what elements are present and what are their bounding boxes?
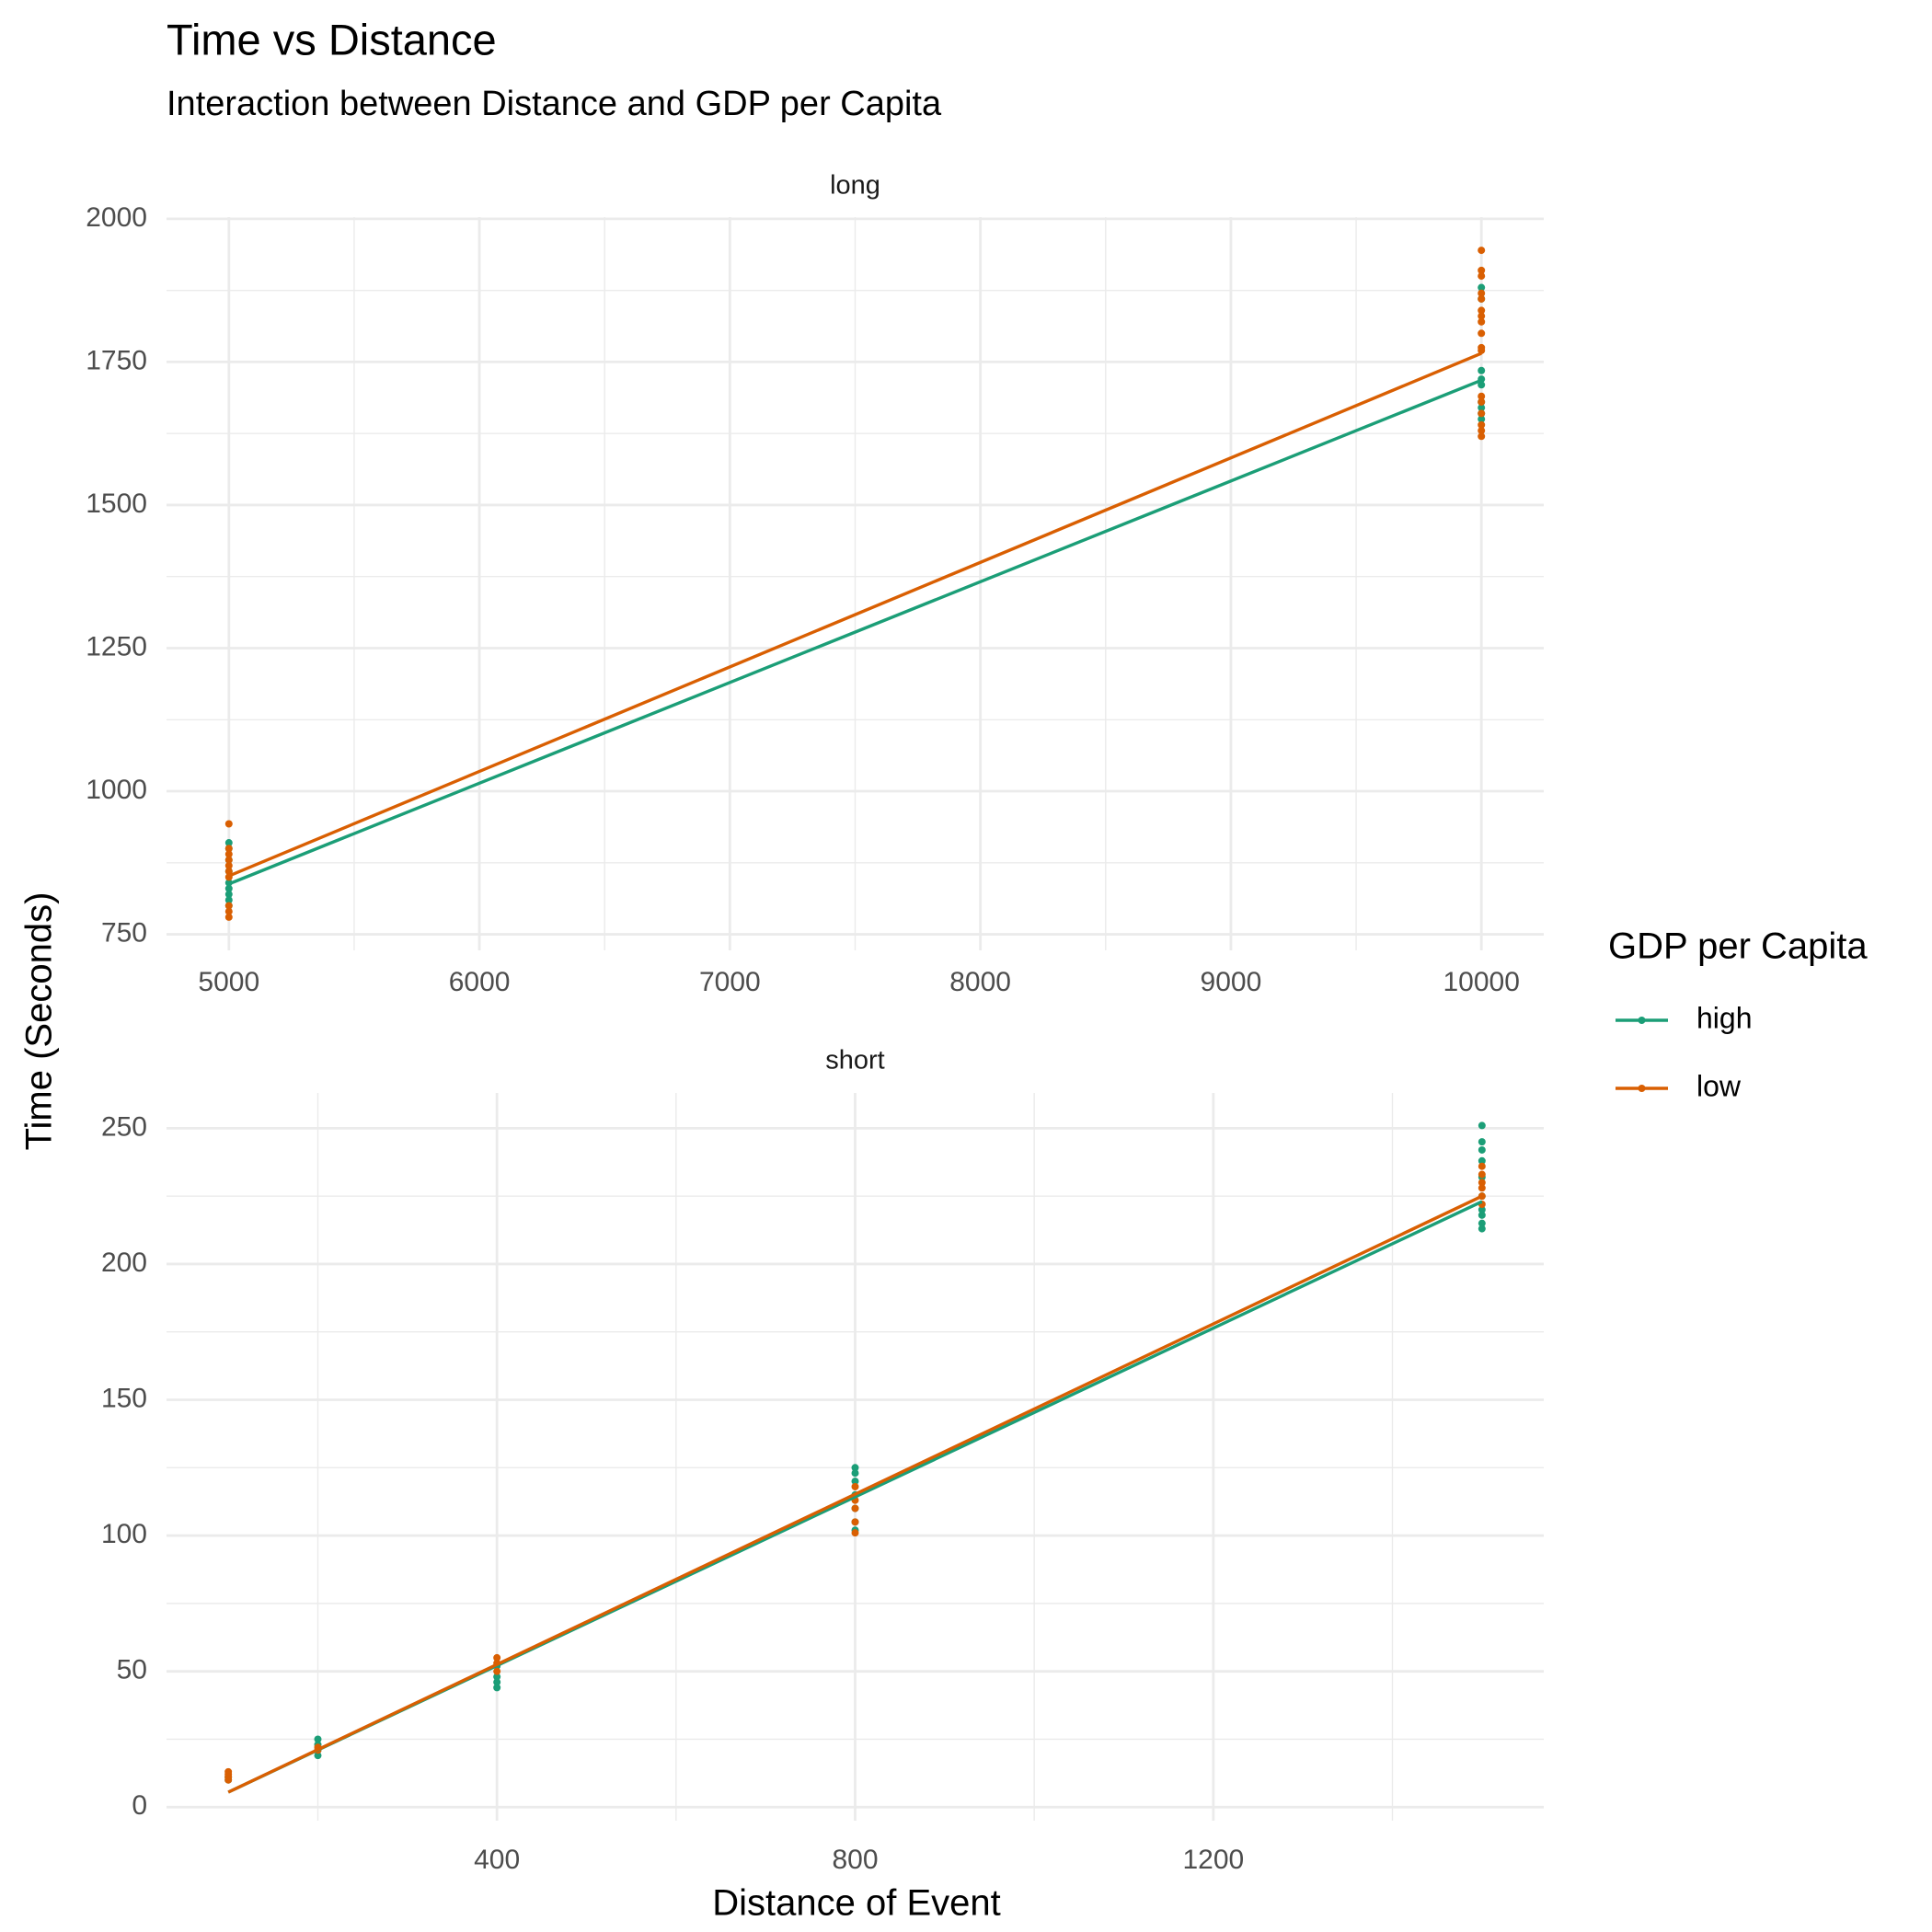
point	[1478, 392, 1486, 400]
point	[1478, 317, 1486, 326]
legend-key-point	[1638, 1017, 1646, 1024]
point	[1478, 1225, 1486, 1233]
point	[1478, 366, 1486, 374]
x-axis-title: Distance of Event	[712, 1883, 1001, 1924]
x-tick-label: 10000	[1443, 967, 1519, 997]
point	[1478, 1121, 1486, 1130]
y-tick-label: 150	[101, 1383, 147, 1413]
point	[224, 891, 233, 899]
point	[224, 896, 233, 904]
point	[1478, 1156, 1486, 1165]
point	[224, 907, 233, 915]
x-tick-label: 7000	[699, 967, 761, 997]
point	[1478, 289, 1486, 297]
point	[1478, 1145, 1486, 1154]
point	[1478, 381, 1486, 389]
point	[1478, 312, 1486, 320]
y-tick-label: 2000	[86, 202, 147, 233]
point	[1478, 329, 1486, 338]
x-tick-label: 800	[832, 1845, 878, 1875]
point	[1478, 1170, 1486, 1179]
point	[1478, 397, 1486, 406]
point	[1478, 415, 1486, 423]
point	[224, 902, 233, 910]
facet-label: short	[825, 1046, 884, 1075]
y-tick-label: 1500	[86, 489, 147, 519]
point	[851, 1529, 859, 1537]
point	[493, 1684, 501, 1692]
legend-title: GDP per Capita	[1608, 926, 1868, 967]
point	[1478, 306, 1486, 315]
fit-line	[228, 378, 1482, 886]
chart-title: Time vs Distance	[167, 15, 497, 63]
x-tick-label: 6000	[449, 967, 511, 997]
point	[1478, 432, 1486, 441]
point	[1478, 1219, 1486, 1227]
y-tick-label: 200	[101, 1248, 147, 1278]
point	[224, 850, 233, 858]
point	[224, 868, 233, 876]
point	[1478, 1211, 1486, 1219]
point	[1478, 420, 1486, 429]
x-tick-label: 5000	[198, 967, 259, 997]
y-tick-label: 750	[101, 918, 147, 949]
point	[224, 1776, 233, 1784]
x-tick-label: 400	[474, 1845, 520, 1875]
y-tick-label: 1250	[86, 631, 147, 661]
y-tick-label: 100	[101, 1519, 147, 1549]
fit-line	[228, 351, 1482, 878]
facet-label: long	[830, 171, 880, 201]
point	[224, 861, 233, 869]
x-tick-label: 8000	[949, 967, 1011, 997]
point	[224, 820, 233, 828]
legend-label: high	[1696, 1001, 1753, 1034]
point	[493, 1667, 501, 1675]
y-axis-title: Time (Seconds)	[19, 892, 60, 1151]
fit-line	[227, 1194, 1483, 1794]
point	[851, 1464, 859, 1472]
point	[493, 1653, 501, 1662]
y-tick-label: 50	[117, 1655, 147, 1685]
point	[1478, 1184, 1486, 1192]
x-tick-label: 1200	[1182, 1845, 1244, 1875]
y-tick-label: 0	[132, 1790, 147, 1821]
point	[224, 884, 233, 892]
legend-key-point	[1638, 1085, 1646, 1092]
y-tick-label: 250	[101, 1111, 147, 1142]
y-tick-label: 1750	[86, 345, 147, 375]
point	[1478, 294, 1486, 303]
point	[493, 1673, 501, 1681]
point	[224, 845, 233, 853]
point	[1478, 272, 1486, 281]
point	[1478, 1179, 1486, 1187]
point	[224, 913, 233, 921]
point	[1478, 404, 1486, 412]
point	[314, 1752, 322, 1760]
x-tick-label: 9000	[1201, 967, 1262, 997]
point	[1478, 1162, 1486, 1170]
y-tick-label: 1000	[86, 775, 147, 805]
point	[1478, 266, 1486, 274]
point	[851, 1518, 859, 1526]
point	[851, 1482, 859, 1490]
point	[1478, 1138, 1486, 1146]
point	[1478, 427, 1486, 435]
chart-subtitle: Interaction between Distance and GDP per…	[167, 85, 942, 123]
point	[851, 1504, 859, 1512]
point	[1478, 409, 1486, 418]
point	[314, 1735, 322, 1743]
point	[851, 1469, 859, 1478]
point	[1478, 346, 1486, 354]
point	[493, 1678, 501, 1686]
point	[851, 1478, 859, 1486]
point	[224, 856, 233, 864]
point	[224, 839, 233, 847]
legend-label: low	[1696, 1069, 1742, 1102]
point	[1478, 283, 1486, 292]
point	[1478, 247, 1486, 255]
point	[1478, 1205, 1486, 1213]
